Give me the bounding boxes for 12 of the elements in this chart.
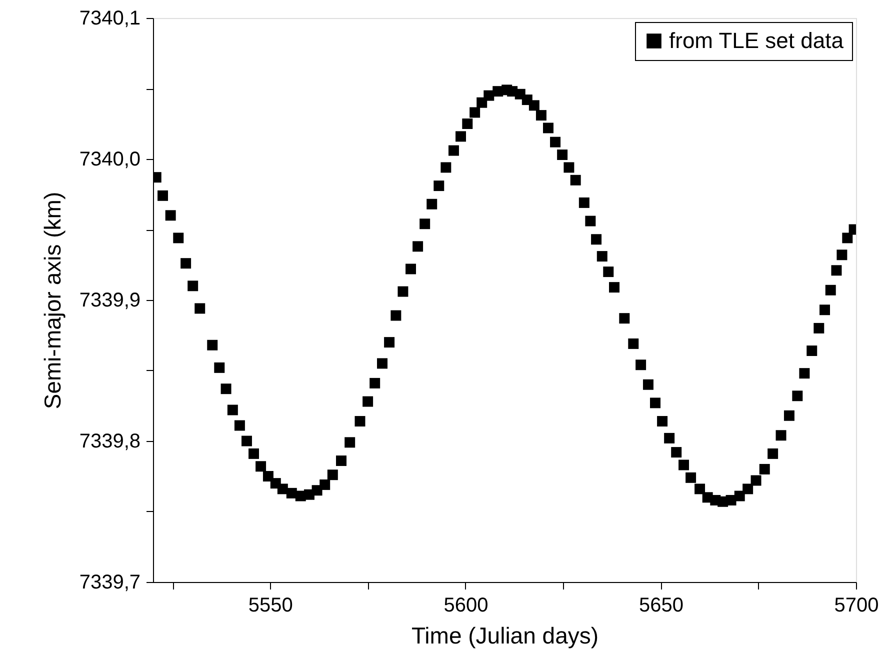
x-axis-title: Time (Julian days)	[411, 622, 599, 648]
y-tick-label: 7339,9	[79, 290, 140, 312]
x-tick-label: 5700	[834, 594, 879, 616]
y-tick-label: 7339,7	[79, 572, 140, 594]
x-tick-label: 5600	[444, 594, 488, 616]
y-tick-label: 7340,0	[79, 148, 140, 170]
y-tick-label: 7339,8	[79, 430, 140, 452]
legend-label: from TLE set data	[669, 28, 844, 53]
x-tick-label: 5550	[248, 594, 293, 616]
y-tick-label: 7340,1	[79, 8, 140, 30]
y-axis-title: Semi-major axis (km)	[39, 192, 66, 410]
x-tick-label: 5650	[638, 594, 684, 616]
